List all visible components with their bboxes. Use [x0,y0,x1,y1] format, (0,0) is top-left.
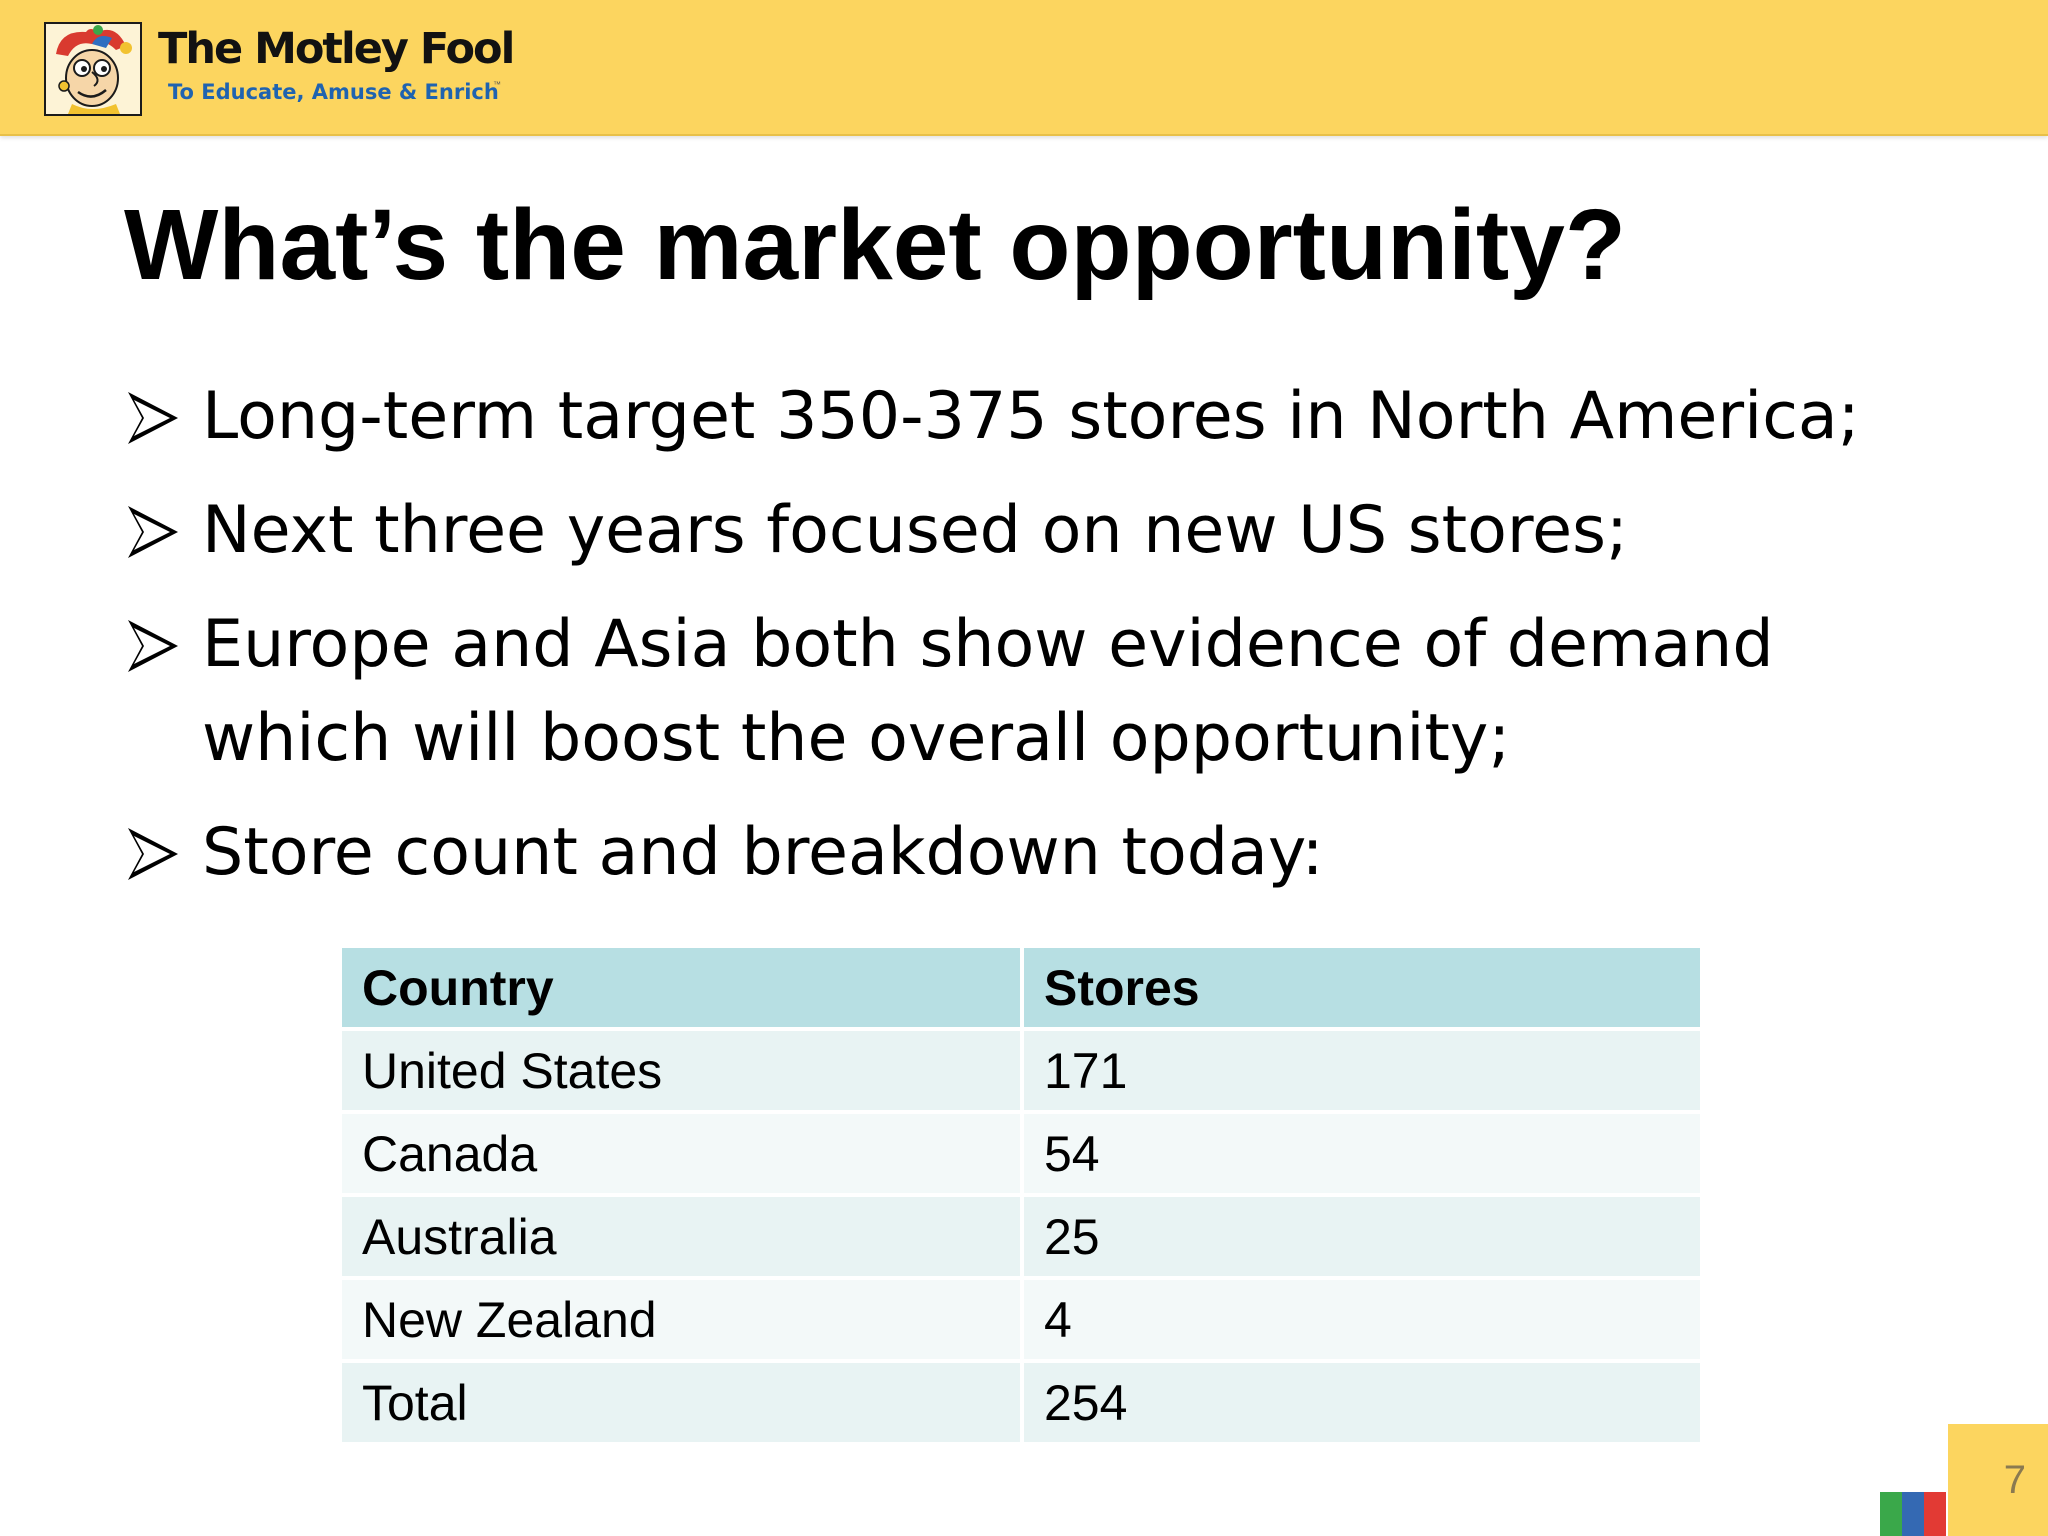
arrow-bullet-icon [128,828,178,880]
country-cell: United States [338,1027,1024,1114]
slide-title: What’s the market opportunity? [124,189,1626,301]
table-header-row: Country Stores [338,944,1704,1031]
table-row: Canada 54 [338,1110,1704,1197]
table-row: New Zealand 4 [338,1276,1704,1363]
brand-name: The Motley Fool [158,24,515,74]
header-band: The Motley Fool To Educate, Amuse & Enri… [0,0,2048,136]
brand-tagline: To Educate, Amuse & Enrich [168,80,499,104]
table-row-total: Total 254 [338,1359,1704,1446]
table-row: United States 171 [338,1027,1704,1114]
table-row: Australia 25 [338,1193,1704,1280]
page-number-box: 7 [1948,1424,2048,1536]
stores-cell: 171 [1020,1027,1704,1114]
bullet-item: Europe and Asia both show evidence of de… [124,598,1944,786]
jester-mascot-graphic [56,25,132,114]
stores-cell: 54 [1020,1110,1704,1197]
arrow-bullet-icon [128,620,178,672]
country-cell: New Zealand [338,1276,1024,1363]
page-number: 7 [2003,1458,2026,1502]
footer-color-bars [1880,1492,1946,1536]
bullet-item: Store count and breakdown today: [124,806,1944,900]
footer-bar-red [1924,1492,1946,1536]
stores-cell: 25 [1020,1193,1704,1280]
stores-cell: 254 [1020,1359,1704,1446]
country-cell: Canada [338,1110,1024,1197]
trademark-mark: ™ [493,80,501,89]
arrow-bullet-icon [128,392,178,444]
bullet-text: Long-term target 350-375 stores in North… [202,379,1860,454]
jester-mascot-icon [44,22,142,116]
bullet-text: Store count and breakdown today: [202,815,1324,890]
country-cell: Total [338,1359,1024,1446]
bullet-item: Next three years focused on new US store… [124,484,1944,578]
footer-bar-green [1880,1492,1902,1536]
bullet-list: Long-term target 350-375 stores in North… [124,370,1944,920]
stores-cell: 4 [1020,1276,1704,1363]
column-header-stores: Stores [1020,944,1704,1031]
arrow-bullet-icon [128,506,178,558]
bullet-text: Next three years focused on new US store… [202,493,1628,568]
column-header-country: Country [338,944,1024,1031]
footer-bar-blue [1902,1492,1924,1536]
bullet-item: Long-term target 350-375 stores in North… [124,370,1944,464]
bullet-text: Europe and Asia both show evidence of de… [202,607,1774,776]
store-count-table: Country Stores United States 171 Canada … [338,944,1704,1446]
country-cell: Australia [338,1193,1024,1280]
